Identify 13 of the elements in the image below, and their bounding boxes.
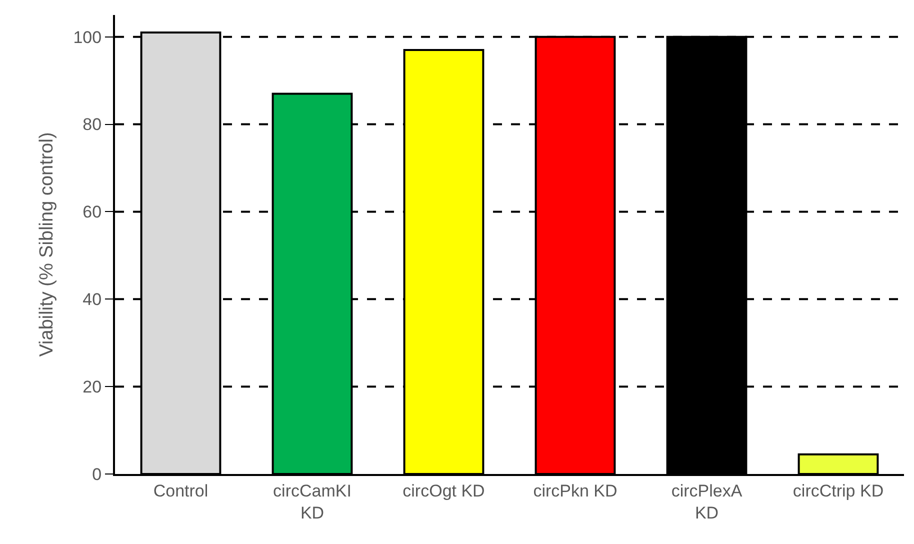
- x-tick-label: circCtrip KD: [792, 481, 884, 500]
- x-tick-label: circPlexA KD: [671, 481, 743, 522]
- y-tick-label: 0: [92, 464, 102, 484]
- y-tick-label: 40: [82, 290, 102, 310]
- x-tick-label: circCamKI KD: [273, 481, 352, 522]
- x-tick-label: Control: [153, 481, 208, 500]
- y-tick-label: 80: [82, 115, 102, 134]
- x-tick-label: circPkn KD: [533, 481, 618, 500]
- x-tick-label: circOgt KD: [402, 481, 485, 500]
- y-tick-label: 60: [82, 202, 102, 222]
- y-axis-title: Viability (% Sibling control): [36, 132, 58, 357]
- y-tick-label: 20: [82, 378, 102, 397]
- y-tick-label: 100: [73, 28, 102, 47]
